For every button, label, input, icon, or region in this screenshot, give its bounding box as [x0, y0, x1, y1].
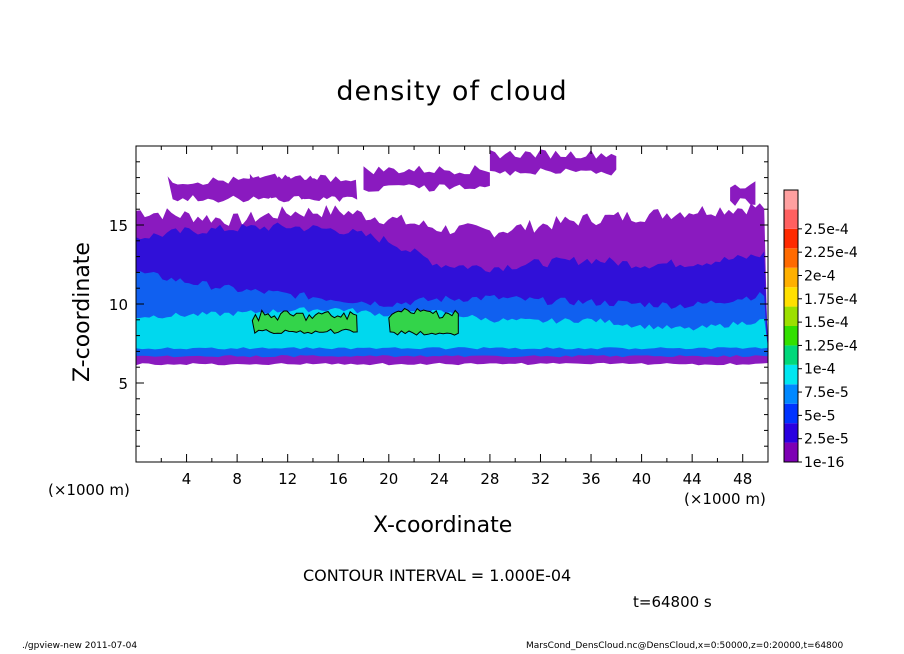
colorbar-label: 2.25e-4	[804, 245, 858, 261]
x-tick-label: 28	[480, 470, 499, 488]
colorbar-swatch	[784, 403, 798, 424]
colorbar-swatch	[784, 326, 798, 346]
colorbar-label: 2.5e-5	[804, 432, 849, 448]
cloud-patch-upper	[730, 181, 756, 206]
colorbar-label: 2e-4	[804, 268, 836, 284]
y-tick-label: 5	[118, 375, 128, 393]
x-tick-label: 40	[632, 470, 651, 488]
colorbar-label: 1.25e-4	[804, 338, 858, 354]
x-tick-label: 8	[232, 470, 242, 488]
x-tick-label: 16	[329, 470, 348, 488]
colorbar-swatch	[784, 228, 798, 249]
x-tick-label: 12	[278, 470, 297, 488]
x-tick-label: 48	[733, 470, 752, 488]
y-tick-label: 15	[109, 217, 128, 235]
time-label: t=64800 s	[633, 593, 712, 611]
x-tick-label: 24	[430, 470, 449, 488]
contour-core-2	[388, 307, 459, 336]
colorbar-swatch	[784, 364, 798, 385]
colorbar-label: 1e-4	[804, 362, 836, 378]
colorbar-label: 1.75e-4	[804, 292, 858, 308]
colorbar-label: 5e-5	[804, 408, 835, 424]
x-tick-label: 4	[182, 470, 192, 488]
colorbar-swatch	[784, 442, 798, 462]
colorbar-swatch	[784, 345, 798, 365]
colorbar-label: 1.5e-4	[804, 315, 849, 331]
heatmap-field	[136, 149, 768, 366]
colorbar-frame	[783, 189, 799, 463]
colorbar-swatch	[784, 209, 798, 229]
cloud-patch-upper	[249, 173, 358, 200]
x-tick-label: 20	[379, 470, 398, 488]
colorbar-swatch	[784, 190, 798, 210]
y-axis-label: Z-coordinate	[70, 242, 95, 382]
x-tick-label: 44	[683, 470, 702, 488]
chart-title: density of cloud	[336, 76, 568, 107]
footer-program-date: ./gpview-new 2011-07-04	[22, 641, 138, 651]
colorbar-swatch	[784, 423, 798, 443]
colorbar-swatch	[784, 248, 798, 268]
cloud-patch-upper	[363, 165, 490, 192]
x-tick-label: 36	[581, 470, 600, 488]
cloud-patch-upper	[489, 149, 617, 176]
contour-interval-text: CONTOUR INTERVAL = 1.000E-04	[303, 566, 572, 585]
colorbar-label: 2.5e-4	[804, 222, 849, 238]
colorbar-label: 1e-16	[804, 455, 844, 471]
x-tick-label: 32	[531, 470, 550, 488]
colorbar-label: 7.5e-5	[804, 385, 849, 401]
contour-core-1	[251, 309, 358, 335]
x-axis-label: X-coordinate	[373, 513, 513, 538]
colorbar-swatch	[784, 384, 798, 404]
x-axis-unit-left: (×1000 m)	[48, 481, 130, 499]
colorbar-swatch	[784, 306, 798, 326]
colorbar-swatch	[784, 267, 798, 288]
colorbar-x-unit: (×1000 m)	[684, 490, 766, 508]
colorbar-swatch	[784, 287, 798, 307]
y-tick-label: 10	[109, 296, 128, 314]
footer-source: MarsCond_DensCloud.nc@DensCloud,x=0:5000…	[526, 641, 844, 651]
